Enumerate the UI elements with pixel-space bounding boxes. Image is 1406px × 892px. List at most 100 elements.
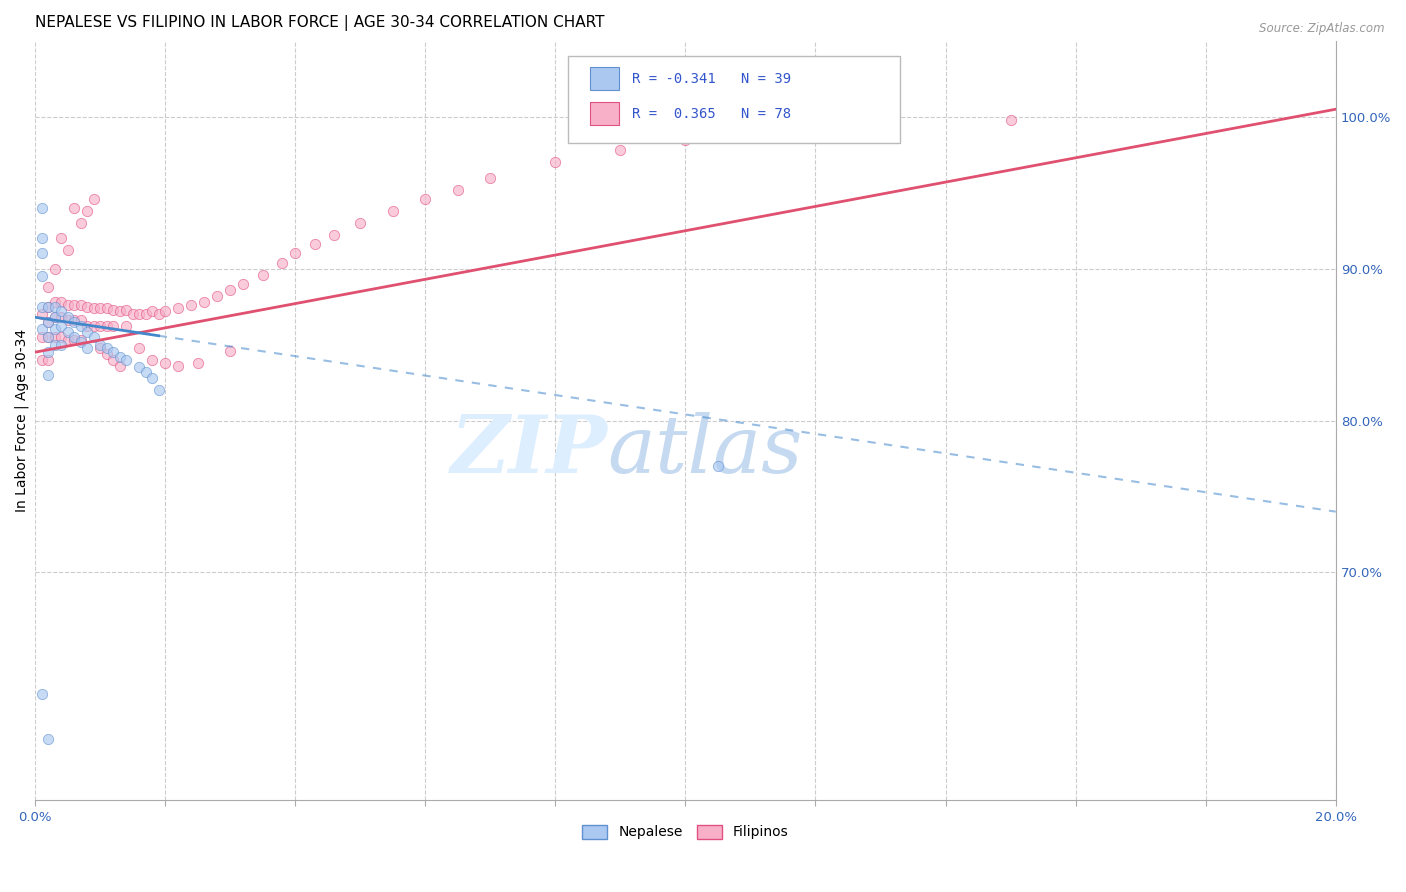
Point	[135, 307, 157, 321]
Point	[219, 283, 242, 297]
Point	[219, 343, 242, 358]
Point	[115, 319, 138, 334]
Point	[167, 301, 190, 315]
Point	[167, 359, 190, 373]
Point	[89, 341, 111, 355]
Point	[128, 360, 150, 375]
Point	[37, 330, 59, 344]
Point	[44, 295, 66, 310]
Point	[37, 732, 59, 747]
Point	[609, 143, 631, 157]
Point	[193, 295, 215, 310]
Point	[1000, 112, 1022, 127]
Point	[673, 132, 696, 146]
Point	[96, 301, 118, 315]
Point	[707, 459, 730, 474]
Point	[76, 204, 98, 219]
Point	[63, 201, 86, 215]
Point	[63, 315, 86, 329]
Point	[180, 298, 202, 312]
Point	[128, 341, 150, 355]
Point	[284, 246, 307, 260]
Point	[44, 310, 66, 325]
Point	[56, 244, 79, 258]
Point	[544, 155, 567, 169]
Point	[31, 231, 53, 245]
Point	[148, 307, 170, 321]
Point	[56, 326, 79, 340]
Point	[44, 330, 66, 344]
Point	[96, 319, 118, 334]
Point	[37, 315, 59, 329]
Point	[89, 319, 111, 334]
Point	[63, 298, 86, 312]
Point	[76, 341, 98, 355]
Point	[49, 337, 72, 351]
Point	[69, 333, 91, 347]
Point	[49, 310, 72, 325]
Point	[108, 350, 131, 364]
Point	[31, 300, 53, 314]
Point	[31, 322, 53, 336]
Y-axis label: In Labor Force | Age 30-34: In Labor Force | Age 30-34	[15, 329, 30, 512]
Point	[83, 319, 105, 334]
Point	[96, 347, 118, 361]
Point	[89, 337, 111, 351]
Point	[101, 345, 124, 359]
Text: R =  0.365   N = 78: R = 0.365 N = 78	[633, 107, 792, 120]
Point	[49, 231, 72, 245]
Point	[252, 268, 274, 282]
Point	[37, 330, 59, 344]
Point	[31, 307, 53, 321]
Point	[479, 170, 502, 185]
Point	[44, 300, 66, 314]
Point	[96, 341, 118, 355]
Point	[83, 301, 105, 315]
Point	[31, 201, 53, 215]
Point	[141, 371, 163, 385]
Point	[37, 368, 59, 382]
Point	[135, 365, 157, 379]
Point	[31, 269, 53, 284]
Text: Source: ZipAtlas.com: Source: ZipAtlas.com	[1260, 22, 1385, 36]
Point	[381, 204, 404, 219]
Point	[56, 333, 79, 347]
Point	[121, 307, 143, 321]
Legend: Nepalese, Filipinos: Nepalese, Filipinos	[575, 818, 796, 847]
Text: atlas: atlas	[607, 412, 803, 490]
Point	[101, 352, 124, 367]
Text: R = -0.341   N = 39: R = -0.341 N = 39	[633, 71, 792, 86]
Point	[205, 289, 228, 303]
FancyBboxPatch shape	[591, 103, 619, 125]
Point	[76, 326, 98, 340]
Point	[128, 307, 150, 321]
Point	[115, 352, 138, 367]
Point	[101, 302, 124, 317]
Point	[153, 304, 176, 318]
Point	[447, 183, 470, 197]
Point	[108, 304, 131, 318]
Point	[31, 330, 53, 344]
Point	[63, 313, 86, 327]
Point	[56, 310, 79, 325]
Point	[44, 337, 66, 351]
Point	[141, 352, 163, 367]
Point	[187, 356, 209, 370]
Point	[49, 319, 72, 334]
Point	[271, 255, 294, 269]
Point	[69, 334, 91, 349]
Point	[37, 345, 59, 359]
FancyBboxPatch shape	[591, 68, 619, 90]
Point	[69, 216, 91, 230]
Point	[108, 359, 131, 373]
Point	[56, 298, 79, 312]
Point	[63, 330, 86, 344]
Point	[37, 300, 59, 314]
Point	[115, 302, 138, 317]
Point	[37, 280, 59, 294]
Point	[83, 330, 105, 344]
Point	[44, 261, 66, 276]
Point	[31, 687, 53, 701]
FancyBboxPatch shape	[568, 56, 900, 144]
Point	[323, 228, 346, 243]
